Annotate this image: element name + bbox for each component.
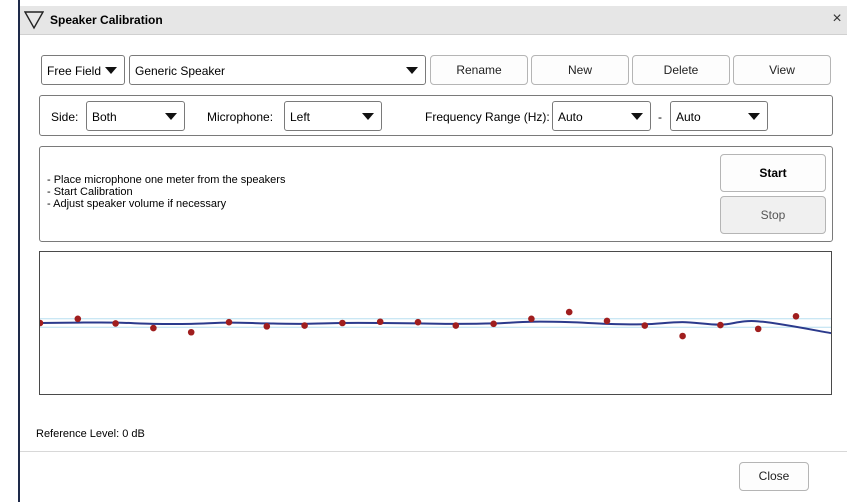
collapse-triangle-icon[interactable]	[24, 10, 44, 30]
measurement-point	[36, 319, 44, 327]
rename-button[interactable]: Rename	[430, 55, 528, 85]
reference-level: Reference Level: 0 dB	[36, 428, 145, 440]
calibration-chart-svg	[36, 308, 832, 340]
measurement-point	[301, 322, 308, 329]
instruction-item: - Place microphone one meter from the sp…	[47, 174, 286, 186]
measurement-point	[641, 322, 649, 329]
chevron-down-icon	[406, 67, 418, 74]
side-value: Both	[92, 110, 117, 124]
measurement-point	[754, 325, 762, 333]
measurement-point	[679, 332, 686, 340]
measurement-point	[339, 319, 346, 327]
measurement-point	[187, 328, 195, 336]
close-button[interactable]: Close	[739, 462, 809, 491]
microphone-value: Left	[290, 110, 311, 124]
instructions-panel	[39, 146, 833, 242]
side-select[interactable]: Both	[86, 101, 185, 131]
field-type-select[interactable]: Free Field	[41, 55, 125, 85]
measurement-point	[150, 324, 157, 332]
chevron-down-icon	[748, 113, 760, 120]
frequency-max-select[interactable]: Auto	[670, 101, 768, 131]
measurement-point	[528, 315, 535, 323]
start-button[interactable]: Start	[720, 154, 826, 192]
calibration-chart	[36, 251, 832, 395]
footer-divider	[20, 451, 847, 452]
frequency-min-select[interactable]: Auto	[552, 101, 651, 131]
chevron-down-icon	[165, 113, 177, 120]
window-title: Speaker Calibration	[50, 13, 163, 27]
microphone-select[interactable]: Left	[284, 101, 382, 131]
measurement-point	[414, 318, 422, 326]
stop-button[interactable]: Stop	[720, 196, 826, 234]
instructions-list: - Place microphone one meter from the sp…	[47, 174, 285, 210]
measurement-point	[74, 315, 82, 323]
field-type-value: Free Field	[47, 64, 102, 78]
measurement-point	[792, 312, 800, 320]
measurement-point	[225, 318, 233, 326]
side-label: Side:	[51, 110, 79, 124]
instruction-item: - Adjust speaker volume if necessary	[47, 198, 227, 210]
measurement-point	[452, 322, 460, 329]
chevron-down-icon	[105, 67, 117, 74]
title-bar: Speaker Calibration ×	[20, 6, 847, 35]
speaker-select[interactable]: Generic Speaker	[129, 55, 426, 85]
instruction-item: - Start Calibration	[47, 186, 133, 198]
window-left-border	[18, 0, 20, 502]
measurement-point	[112, 320, 119, 327]
window-left-margin	[0, 0, 18, 502]
chevron-down-icon	[362, 113, 374, 120]
frequency-range-dash: -	[658, 110, 662, 124]
measurement-point	[376, 318, 384, 326]
measurement-point	[490, 320, 497, 328]
measurement-point	[603, 317, 611, 325]
view-button[interactable]: View	[733, 55, 831, 85]
frequency-range-label: Frequency Range (Hz):	[425, 110, 550, 124]
measurement-point	[565, 308, 573, 316]
measurement-point	[263, 323, 271, 330]
frequency-min-value: Auto	[558, 110, 583, 124]
new-button[interactable]: New	[531, 55, 629, 85]
close-icon[interactable]: ×	[832, 10, 842, 27]
delete-button[interactable]: Delete	[632, 55, 730, 85]
frequency-max-value: Auto	[676, 110, 701, 124]
measurement-point	[717, 321, 724, 329]
chevron-down-icon	[631, 113, 643, 120]
speaker-value: Generic Speaker	[135, 64, 226, 78]
microphone-label: Microphone:	[207, 110, 274, 124]
